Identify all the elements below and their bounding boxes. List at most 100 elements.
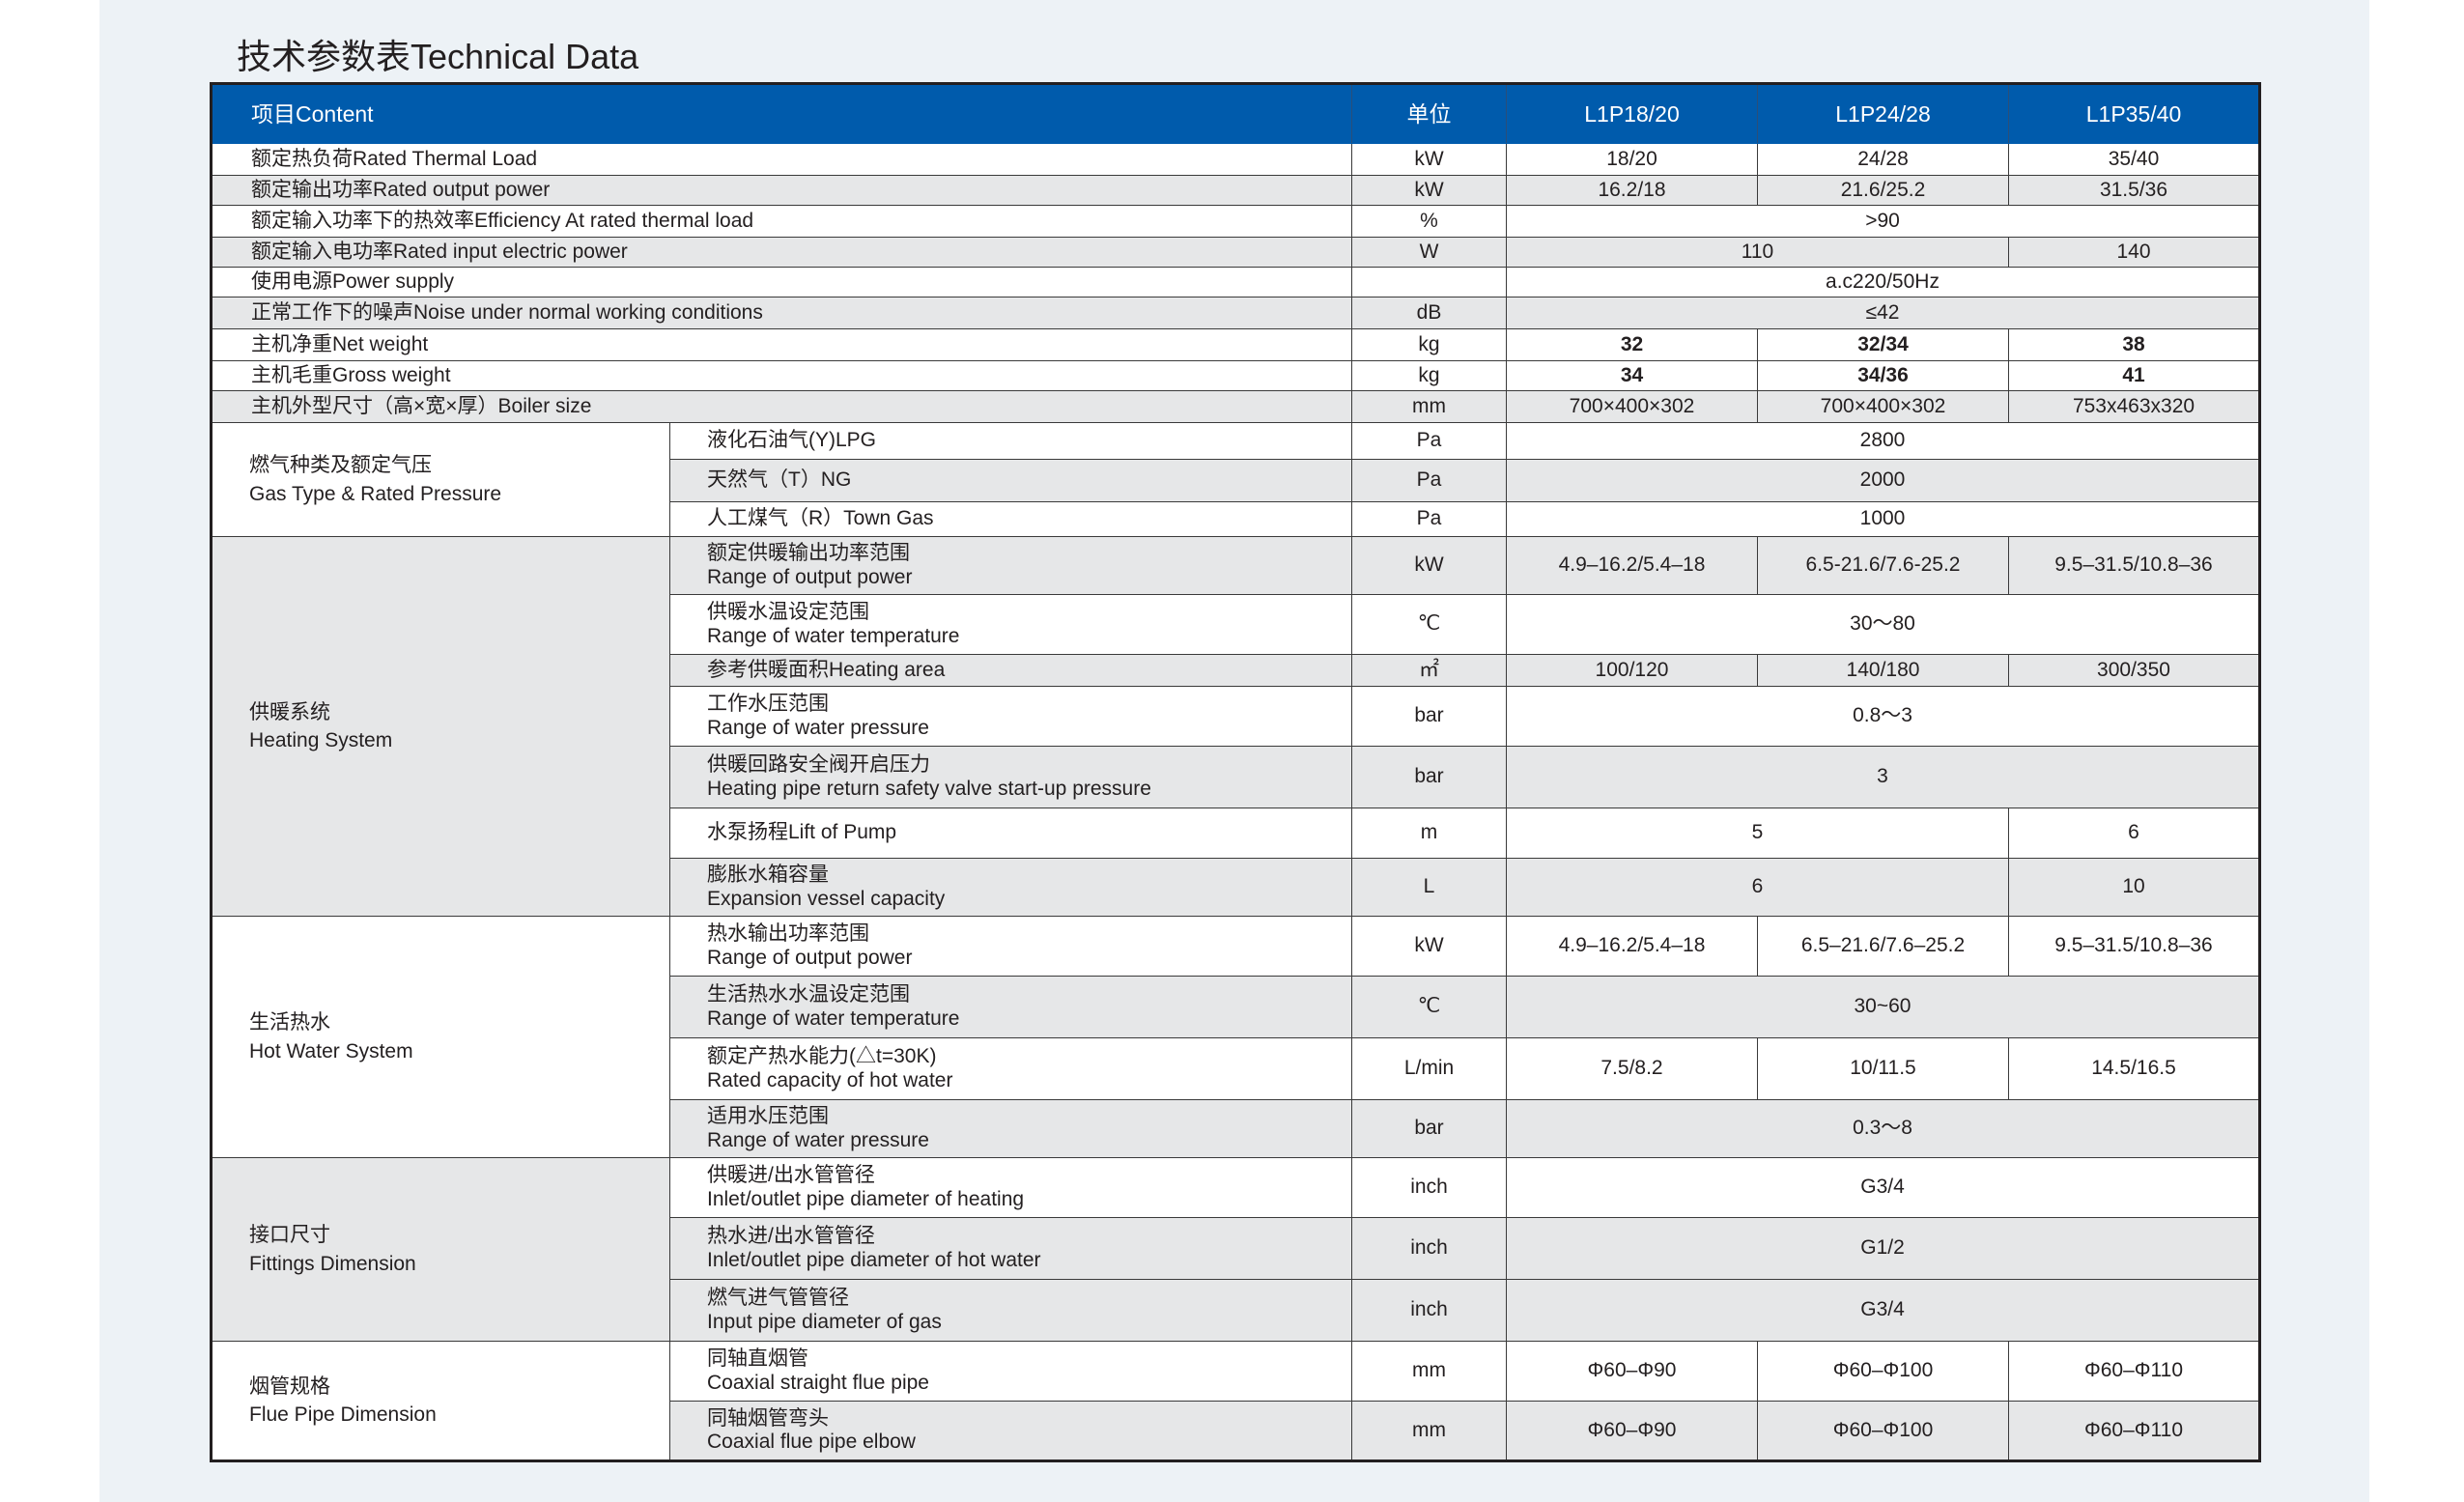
sub-label-en: Range of water temperature <box>707 624 960 647</box>
unit-cell: m <box>1351 808 1507 859</box>
value-cell: G3/4 <box>1506 1279 2260 1342</box>
sub-label-cn: 额定供暖输出功率范围 <box>707 542 910 565</box>
header-unit: 单位 <box>1351 83 1507 144</box>
table-row: 热水进/出水管管径 Inlet/outlet pipe diameter of h… <box>212 1217 2260 1280</box>
header-model-1: L1P18/20 <box>1506 83 1758 144</box>
value-cell: 32 <box>1506 328 1758 361</box>
value-cell: 34 <box>1506 360 1758 391</box>
group-label-en: Flue Pipe Dimension <box>249 1403 437 1426</box>
group-label: 生活热水 Hot Water System <box>211 916 670 1158</box>
value-cell: 100/120 <box>1506 654 1758 687</box>
sub-label-en: Range of output power <box>707 946 913 969</box>
value-cell: 3 <box>1506 746 2260 808</box>
table-row: 人工煤气（R）Town Gas Pa 1000 <box>212 501 2260 537</box>
value-cell: 14.5/16.5 <box>2008 1037 2260 1100</box>
value-cell: 10 <box>2008 858 2260 917</box>
table-row: 水泵扬程Lift of Pump m 5 6 <box>212 808 2260 859</box>
sub-label-cn: 热水进/出水管管径 <box>707 1225 875 1248</box>
table-row: 适用水压范围 Range of water pressure bar 0.3～8 <box>212 1099 2260 1158</box>
value-cell: 18/20 <box>1506 143 1758 176</box>
table-row: 额定输出功率Rated output power kW 16.2/18 21.6/25… <box>211 175 2260 206</box>
row-label: 额定输入电功率Rated input electric power <box>211 237 1352 268</box>
table-row: 主机外型尺寸（高×宽×厚）Boiler size mm 700×400×302 700… <box>211 390 2260 423</box>
value-cell: 700×400×302 <box>1506 390 1758 423</box>
value-cell: Φ60–Φ110 <box>2008 1341 2260 1402</box>
sub-label: 热水输出功率范围 Range of output power <box>669 916 1352 977</box>
unit-cell: Pa <box>1351 422 1507 460</box>
value-cell: 140/180 <box>1757 654 2009 687</box>
table-row: 额定热负荷Rated Thermal Load kW 18/20 24/28 35/40 <box>211 143 2260 176</box>
sub-label: 同轴直烟管 Coaxial straight flue pipe <box>669 1341 1352 1402</box>
value-cell: 9.5–31.5/10.8–36 <box>2008 916 2260 977</box>
table-row: 使用电源Power supply a.c220/50Hz <box>211 267 2260 298</box>
value-cell: ≤42 <box>1506 297 2260 329</box>
group-label: 接口尺寸 Fittings Dimension <box>211 1157 670 1342</box>
sub-label-en: Input pipe diameter of gas <box>707 1310 942 1333</box>
value-cell: 4.9–16.2/5.4–18 <box>1506 536 1758 595</box>
value-cell: 300/350 <box>2008 654 2260 687</box>
sub-label-en: Inlet/outlet pipe diameter of hot water <box>707 1248 1041 1271</box>
value-cell: 16.2/18 <box>1506 175 1758 206</box>
value-cell: 140 <box>2008 237 2260 268</box>
group-label-cn: 烟管规格 <box>249 1374 330 1398</box>
unit-cell: kW <box>1351 143 1507 176</box>
sub-label: 热水进/出水管管径 Inlet/outlet pipe diameter of h… <box>669 1217 1352 1280</box>
sub-label-en: Coaxial straight flue pipe <box>707 1371 929 1394</box>
sub-label-en: Rated capacity of hot water <box>707 1068 953 1091</box>
value-cell: 1000 <box>1506 501 2260 537</box>
row-label: 使用电源Power supply <box>211 267 1352 298</box>
sub-label: 供暖回路安全阀开启压力 Heating pipe return safety va… <box>669 746 1352 808</box>
value-cell: 0.3～8 <box>1506 1099 2260 1158</box>
table-row: 供暖系统 Heating System 额定供暖输出功率范围 Range of out… <box>211 536 2260 917</box>
table-row: 烟管规格 Flue Pipe Dimension 同轴直烟管 Coaxial stra… <box>211 1341 2260 1461</box>
sub-label: 生活热水水温设定范围 Range of water temperature <box>669 976 1352 1038</box>
row-label: 主机外型尺寸（高×宽×厚）Boiler size <box>211 390 1352 423</box>
group-label-cn: 接口尺寸 <box>249 1224 330 1247</box>
unit-cell: Pa <box>1351 501 1507 537</box>
row-label: 额定热负荷Rated Thermal Load <box>211 143 1352 176</box>
value-cell: 32/34 <box>1757 328 2009 361</box>
value-cell: Φ60–Φ110 <box>2008 1401 2260 1461</box>
table-row: 天然气（T）NG Pa 2000 <box>212 459 2260 502</box>
sub-label-cn: 天然气（T）NG <box>707 468 852 492</box>
table-row: 额定产热水能力(△t=30K) Rated capacity of hot wat… <box>212 1037 2260 1100</box>
sub-label: 供暖水温设定范围 Range of water temperature <box>669 594 1352 655</box>
header-model-2: L1P24/28 <box>1757 83 2009 144</box>
sub-label-cn: 同轴烟管弯头 <box>707 1406 829 1430</box>
value-cell: 5 <box>1506 808 2009 859</box>
sub-label: 人工煤气（R）Town Gas <box>669 501 1352 537</box>
table-row: 额定输入功率下的热效率Efficiency At rated thermal l… <box>211 205 2260 238</box>
value-cell: 110 <box>1506 237 2009 268</box>
unit-cell: kW <box>1351 916 1507 977</box>
value-cell: 38 <box>2008 328 2260 361</box>
sub-label-en: Heating pipe return safety valve start-u… <box>707 777 1151 800</box>
sub-label-cn: 膨胀水箱容量 <box>707 864 829 887</box>
sub-label-cn: 生活热水水温设定范围 <box>707 983 910 1006</box>
sub-label-en: Inlet/outlet pipe diameter of heating <box>707 1187 1025 1210</box>
unit-cell: bar <box>1351 746 1507 808</box>
unit-cell: W <box>1351 237 1507 268</box>
unit-cell: kg <box>1351 328 1507 361</box>
header-model-3: L1P35/40 <box>2008 83 2260 144</box>
value-cell: 31.5/36 <box>2008 175 2260 206</box>
group-label: 燃气种类及额定气压 Gas Type & Rated Pressure <box>211 422 670 537</box>
unit-cell: kW <box>1351 536 1507 595</box>
value-cell: 41 <box>2008 360 2260 391</box>
value-cell: 2000 <box>1506 459 2260 502</box>
table-row: 生活热水 Hot Water System 热水输出功率范围 Range of out… <box>211 916 2260 1158</box>
unit-cell: ℃ <box>1351 976 1507 1038</box>
unit-cell: ℃ <box>1351 594 1507 655</box>
value-cell: 6.5-21.6/7.6-25.2 <box>1757 536 2009 595</box>
value-cell: Φ60–Φ100 <box>1757 1341 2009 1402</box>
header-content: 项目Content <box>211 83 1352 144</box>
table-row: 正常工作下的噪声Noise under normal working condi… <box>211 297 2260 329</box>
sub-label-en: Expansion vessel capacity <box>707 887 946 910</box>
table-row: 生活热水水温设定范围 Range of water temperature ℃ 30~… <box>212 976 2260 1038</box>
unit-cell: mm <box>1351 1401 1507 1461</box>
sub-label: 液化石油气(Y)LPG <box>669 422 1352 460</box>
row-label: 额定输出功率Rated output power <box>211 175 1352 206</box>
table-row: 额定输入电功率Rated input electric power W 110 140 <box>211 237 2260 268</box>
sub-label-cn: 额定产热水能力(△t=30K) <box>707 1045 937 1068</box>
table-row: 同轴烟管弯头 Coaxial flue pipe elbow mm Φ60–Φ90 Φ6… <box>212 1401 2260 1461</box>
value-cell: 0.8～3 <box>1506 686 2260 747</box>
